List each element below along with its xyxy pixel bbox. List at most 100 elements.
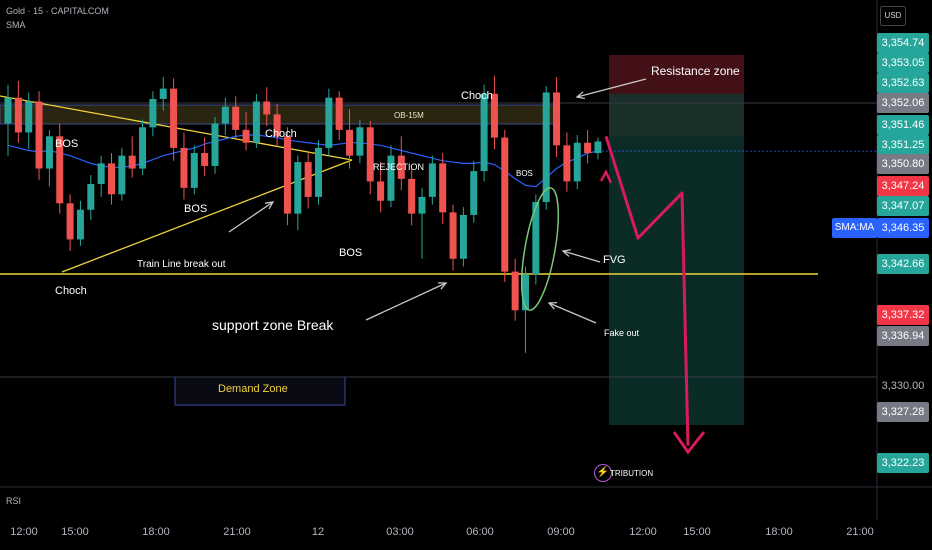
candle bbox=[522, 274, 529, 311]
resistance-zone-label: Resistance zone bbox=[651, 64, 740, 78]
projection-path bbox=[604, 135, 690, 446]
time-tick-label: 15:00 bbox=[683, 526, 711, 538]
time-tick-label: 09:00 bbox=[547, 526, 575, 538]
candle bbox=[325, 97, 333, 148]
time-tick-label: 21:00 bbox=[223, 526, 251, 538]
candle bbox=[573, 142, 581, 182]
price-tag: 3,350.80 bbox=[877, 154, 929, 174]
candle bbox=[170, 88, 178, 148]
indicator-label[interactable]: SMA bbox=[6, 20, 26, 30]
candle bbox=[449, 212, 457, 259]
support-break-label: support zone Break bbox=[212, 317, 334, 333]
price-tag: 3,327.28 bbox=[877, 402, 929, 422]
annotation-arrow bbox=[365, 282, 447, 321]
candle bbox=[4, 97, 12, 124]
demand-zone bbox=[174, 376, 346, 406]
candle bbox=[97, 163, 105, 184]
candle bbox=[76, 209, 84, 240]
target-zone bbox=[609, 93, 744, 426]
annotation-arrow bbox=[548, 302, 597, 324]
price-tag: 3,322.23 bbox=[877, 453, 929, 473]
candle bbox=[25, 101, 33, 133]
fake-out-label: Fake out bbox=[604, 328, 640, 338]
price-tag: 3,352.06 bbox=[877, 93, 929, 113]
distribution-label: TRIBUTION bbox=[610, 469, 654, 478]
demand-zone-label: Demand Zone bbox=[218, 383, 288, 395]
bos-right-label: BOS bbox=[516, 169, 533, 178]
bos-mid-label: BOS bbox=[184, 203, 208, 215]
projection-arrowhead bbox=[672, 431, 706, 455]
time-tick-label: 06:00 bbox=[466, 526, 494, 538]
candle bbox=[366, 127, 374, 182]
price-tag: 3,337.32 bbox=[877, 305, 929, 325]
fvg-ellipse bbox=[520, 187, 560, 311]
candle bbox=[108, 163, 115, 195]
price-tag: 3,351.25 bbox=[877, 135, 929, 155]
candle bbox=[584, 142, 592, 154]
fvg-label: FVG bbox=[603, 254, 626, 266]
candle bbox=[304, 162, 312, 197]
candle bbox=[118, 155, 126, 195]
candle bbox=[232, 106, 240, 130]
candle bbox=[356, 127, 364, 156]
sma-label: SMA:MA bbox=[832, 218, 877, 238]
arrowhead bbox=[437, 282, 448, 290]
candle bbox=[221, 106, 229, 124]
rejection-label: REJECTION bbox=[373, 162, 425, 172]
time-tick-label: 12:00 bbox=[629, 526, 657, 538]
rsi-pane-label[interactable]: RSI bbox=[6, 496, 22, 506]
time-tick-label: 03:00 bbox=[386, 526, 414, 538]
candle bbox=[283, 136, 291, 214]
candle bbox=[128, 155, 136, 169]
candle bbox=[594, 141, 602, 154]
candle bbox=[511, 271, 519, 311]
candle bbox=[459, 214, 467, 259]
arrowhead bbox=[547, 301, 558, 310]
candle bbox=[211, 123, 219, 166]
price-tag: 3,352.63 bbox=[877, 73, 929, 93]
candle bbox=[149, 98, 157, 128]
annotation-arrow bbox=[228, 201, 274, 233]
candle bbox=[335, 97, 343, 130]
choch-mid-label: Choch bbox=[265, 128, 297, 140]
candle bbox=[14, 97, 22, 133]
candle bbox=[87, 183, 95, 210]
price-tag: 3,342.66 bbox=[877, 254, 929, 274]
price-tag: 3,347.07 bbox=[877, 196, 929, 216]
choch-top-label: Choch bbox=[461, 90, 493, 102]
lightning-icon[interactable]: ⚡ bbox=[594, 464, 612, 482]
order-block-label: OB-15M bbox=[394, 111, 424, 120]
candle bbox=[159, 88, 167, 99]
candle bbox=[470, 171, 478, 215]
candle bbox=[480, 93, 488, 172]
candle bbox=[315, 147, 322, 197]
sma-line bbox=[7, 134, 599, 188]
candle bbox=[66, 203, 74, 240]
time-tick-label: 15:00 bbox=[61, 526, 89, 538]
currency-button[interactable]: USD bbox=[880, 6, 906, 26]
bos-low-label: BOS bbox=[339, 247, 363, 259]
symbol-title[interactable]: Gold · 15 · CAPITALCOM bbox=[6, 6, 109, 16]
candle bbox=[139, 127, 147, 169]
arrowhead bbox=[575, 91, 585, 100]
candle bbox=[273, 114, 281, 137]
candle bbox=[252, 101, 260, 143]
price-tag: 3,347.24 bbox=[877, 176, 929, 196]
candle bbox=[501, 137, 509, 272]
candle bbox=[563, 145, 571, 182]
projection-start bbox=[599, 169, 613, 184]
candle bbox=[542, 92, 550, 203]
price-tag: 3,353.05 bbox=[877, 53, 929, 73]
candle bbox=[180, 147, 188, 188]
candle bbox=[428, 163, 436, 197]
arrowhead bbox=[561, 249, 572, 257]
arrowhead bbox=[264, 201, 275, 210]
candle bbox=[346, 129, 354, 156]
candle bbox=[408, 178, 416, 214]
time-tick-label: 12 bbox=[311, 526, 325, 538]
candle bbox=[387, 155, 395, 201]
annotation-arrow bbox=[576, 78, 647, 98]
candle bbox=[418, 196, 426, 214]
